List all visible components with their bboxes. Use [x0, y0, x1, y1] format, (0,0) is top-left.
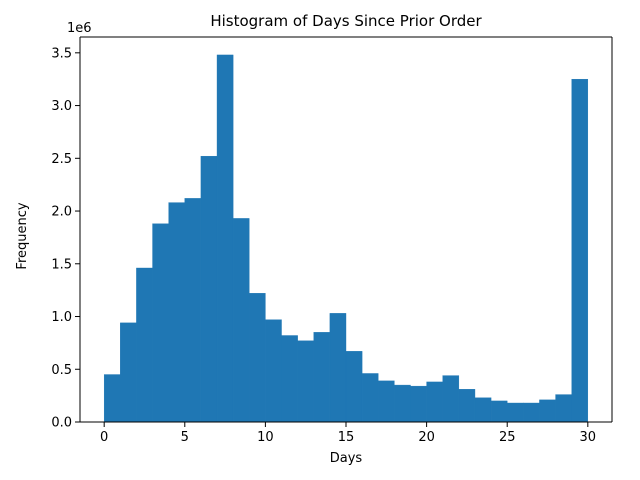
histogram-bar: [265, 319, 282, 423]
histogram-bar: [426, 381, 443, 423]
y-tick-label: 1.5: [51, 257, 72, 272]
histogram-bar: [458, 389, 476, 423]
y-tick-label: 3.0: [51, 99, 72, 114]
histogram-bar: [152, 223, 169, 423]
x-tick-label: 30: [580, 430, 597, 445]
x-tick-label: 10: [257, 430, 274, 445]
histogram-bar: [184, 198, 202, 423]
chart-title: Histogram of Days Since Prior Order: [210, 12, 482, 30]
histogram-bar: [297, 340, 314, 423]
x-tick-label: 20: [418, 430, 435, 445]
histogram-bar: [249, 293, 266, 423]
histogram-bar: [523, 402, 540, 423]
y-axis-offset-label: 1e6: [67, 21, 92, 36]
histogram-bar: [200, 155, 218, 423]
histogram-bar: [555, 394, 572, 423]
bars-group: [103, 54, 589, 423]
x-tick-label: 5: [181, 430, 189, 445]
histogram-bar: [216, 54, 234, 423]
y-tick-label: 2.5: [51, 152, 72, 167]
histogram-bar: [168, 202, 185, 423]
histogram-bar: [507, 402, 524, 423]
histogram-bar: [394, 384, 411, 423]
histogram-bar: [361, 373, 379, 423]
x-tick-label: 15: [338, 430, 355, 445]
histogram-bar: [442, 375, 460, 423]
histogram-bar: [281, 335, 298, 423]
histogram-bar: [539, 399, 556, 423]
histogram-bar: [490, 400, 508, 423]
histogram-bar: [345, 351, 363, 423]
x-tick-label: 25: [499, 430, 516, 445]
histogram-bar: [410, 385, 427, 423]
y-tick-label: 1.0: [51, 310, 72, 325]
y-axis-title: Frequency: [15, 202, 30, 269]
y-ticks-group: 0.0 0.5 1.0 1.5 2.0 2.5 3.0 3.5: [51, 46, 80, 431]
y-tick-label: 0.0: [51, 416, 72, 431]
histogram-bar: [378, 380, 395, 423]
y-tick-label: 2.0: [51, 205, 72, 220]
x-ticks-group: 0 5 10 15 20 25 30: [100, 422, 596, 445]
x-tick-label: 0: [100, 430, 108, 445]
y-tick-label: 0.5: [51, 363, 72, 378]
x-axis-title: Days: [330, 451, 363, 466]
histogram-bar: [474, 397, 492, 423]
histogram-bar: [571, 78, 589, 423]
y-tick-label: 3.5: [51, 46, 72, 61]
histogram-bar: [232, 218, 250, 423]
histogram-bar: [120, 322, 137, 423]
histogram-bar: [313, 332, 331, 423]
histogram-bar: [136, 267, 153, 423]
histogram-bar: [103, 374, 121, 423]
histogram-bar: [329, 313, 347, 423]
